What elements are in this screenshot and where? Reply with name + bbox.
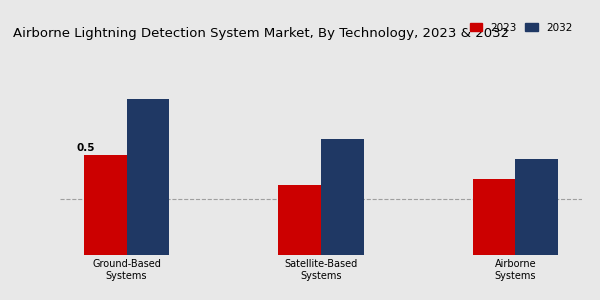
Legend: 2023, 2032: 2023, 2032 (466, 19, 577, 37)
Bar (473, 179, 515, 255)
Bar (321, 139, 364, 255)
Text: 0.5: 0.5 (77, 143, 95, 153)
Bar (127, 99, 169, 255)
Bar (278, 185, 321, 255)
Bar (84, 155, 127, 255)
Bar (515, 159, 558, 255)
Text: Airborne Lightning Detection System Market, By Technology, 2023 & 2032: Airborne Lightning Detection System Mark… (13, 27, 509, 40)
